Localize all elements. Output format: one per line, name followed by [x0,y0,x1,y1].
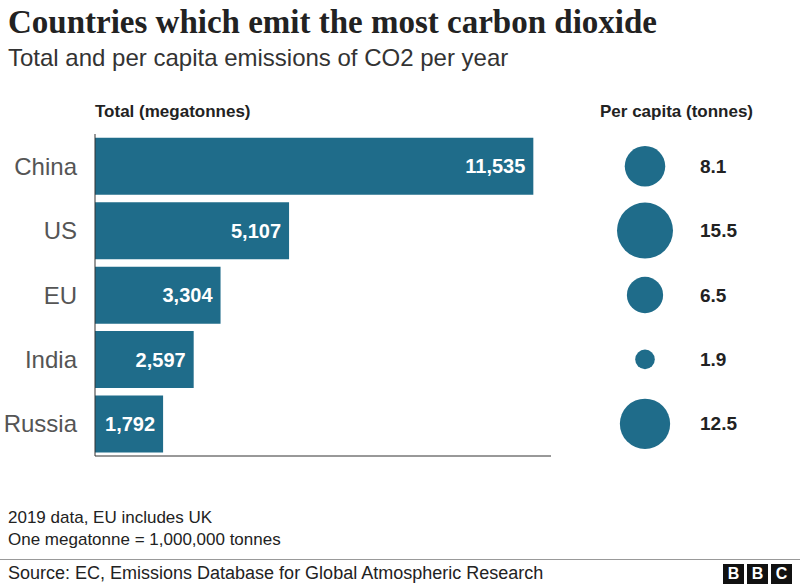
svg-text:3,304: 3,304 [162,284,213,306]
html-text:B: B [727,565,740,582]
svg-text:12.5: 12.5 [700,413,737,434]
svg-text:US: US [44,217,77,244]
svg-text:6.5: 6.5 [700,285,727,306]
html-text:One megatonne = 1,000,000 tonn: One megatonne = 1,000,000 tonnes [8,530,281,549]
html-text:C: C [775,565,788,582]
html-text:Countries which emit the most: Countries which emit the most carbon dio… [8,4,657,40]
svg-text:8.1: 8.1 [700,156,727,177]
svg-text:5,107: 5,107 [231,220,281,242]
svg-text:15.5: 15.5 [700,220,737,241]
html-text:B: B [751,565,764,582]
svg-text:EU: EU [44,282,77,309]
svg-text:India: India [25,346,78,373]
html-text:Per capita (tonnes): Per capita (tonnes) [600,102,753,121]
svg-text:China: China [14,153,77,180]
html-text:Total and per capita emissions: Total and per capita emissions of CO2 pe… [8,44,509,71]
svg-text:1.9: 1.9 [700,349,726,370]
html-text:2019 data, EU includes UK: 2019 data, EU includes UK [8,508,213,527]
svg-text:2,597: 2,597 [136,349,186,371]
svg-text:Russia: Russia [8,410,78,437]
svg-text:1,792: 1,792 [105,413,155,435]
html-text:Source: EC, Emissions Database: Source: EC, Emissions Database for Globa… [8,563,544,583]
html-text:Total (megatonnes): Total (megatonnes) [95,102,251,121]
svg-text:11,535: 11,535 [465,155,525,177]
